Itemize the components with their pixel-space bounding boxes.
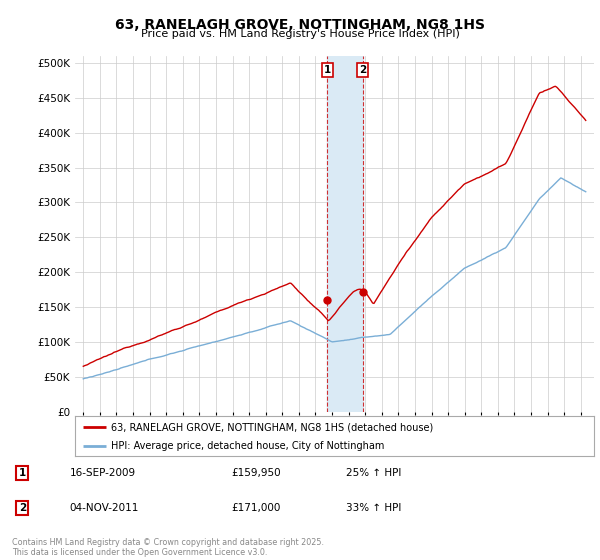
Text: 16-SEP-2009: 16-SEP-2009 (70, 468, 136, 478)
Text: £171,000: £171,000 (231, 503, 280, 513)
Text: HPI: Average price, detached house, City of Nottingham: HPI: Average price, detached house, City… (112, 441, 385, 451)
Text: 25% ↑ HPI: 25% ↑ HPI (346, 468, 401, 478)
Text: 2: 2 (19, 503, 26, 513)
Text: Contains HM Land Registry data © Crown copyright and database right 2025.
This d: Contains HM Land Registry data © Crown c… (12, 538, 324, 557)
Text: 1: 1 (323, 65, 331, 75)
Text: 33% ↑ HPI: 33% ↑ HPI (346, 503, 401, 513)
Text: Price paid vs. HM Land Registry's House Price Index (HPI): Price paid vs. HM Land Registry's House … (140, 29, 460, 39)
Text: 2: 2 (359, 65, 366, 75)
Text: £159,950: £159,950 (231, 468, 281, 478)
Text: 1: 1 (19, 468, 26, 478)
Bar (327, 56, 362, 412)
Text: 04-NOV-2011: 04-NOV-2011 (70, 503, 139, 513)
Text: 63, RANELAGH GROVE, NOTTINGHAM, NG8 1HS (detached house): 63, RANELAGH GROVE, NOTTINGHAM, NG8 1HS … (112, 422, 434, 432)
Text: 63, RANELAGH GROVE, NOTTINGHAM, NG8 1HS: 63, RANELAGH GROVE, NOTTINGHAM, NG8 1HS (115, 18, 485, 32)
